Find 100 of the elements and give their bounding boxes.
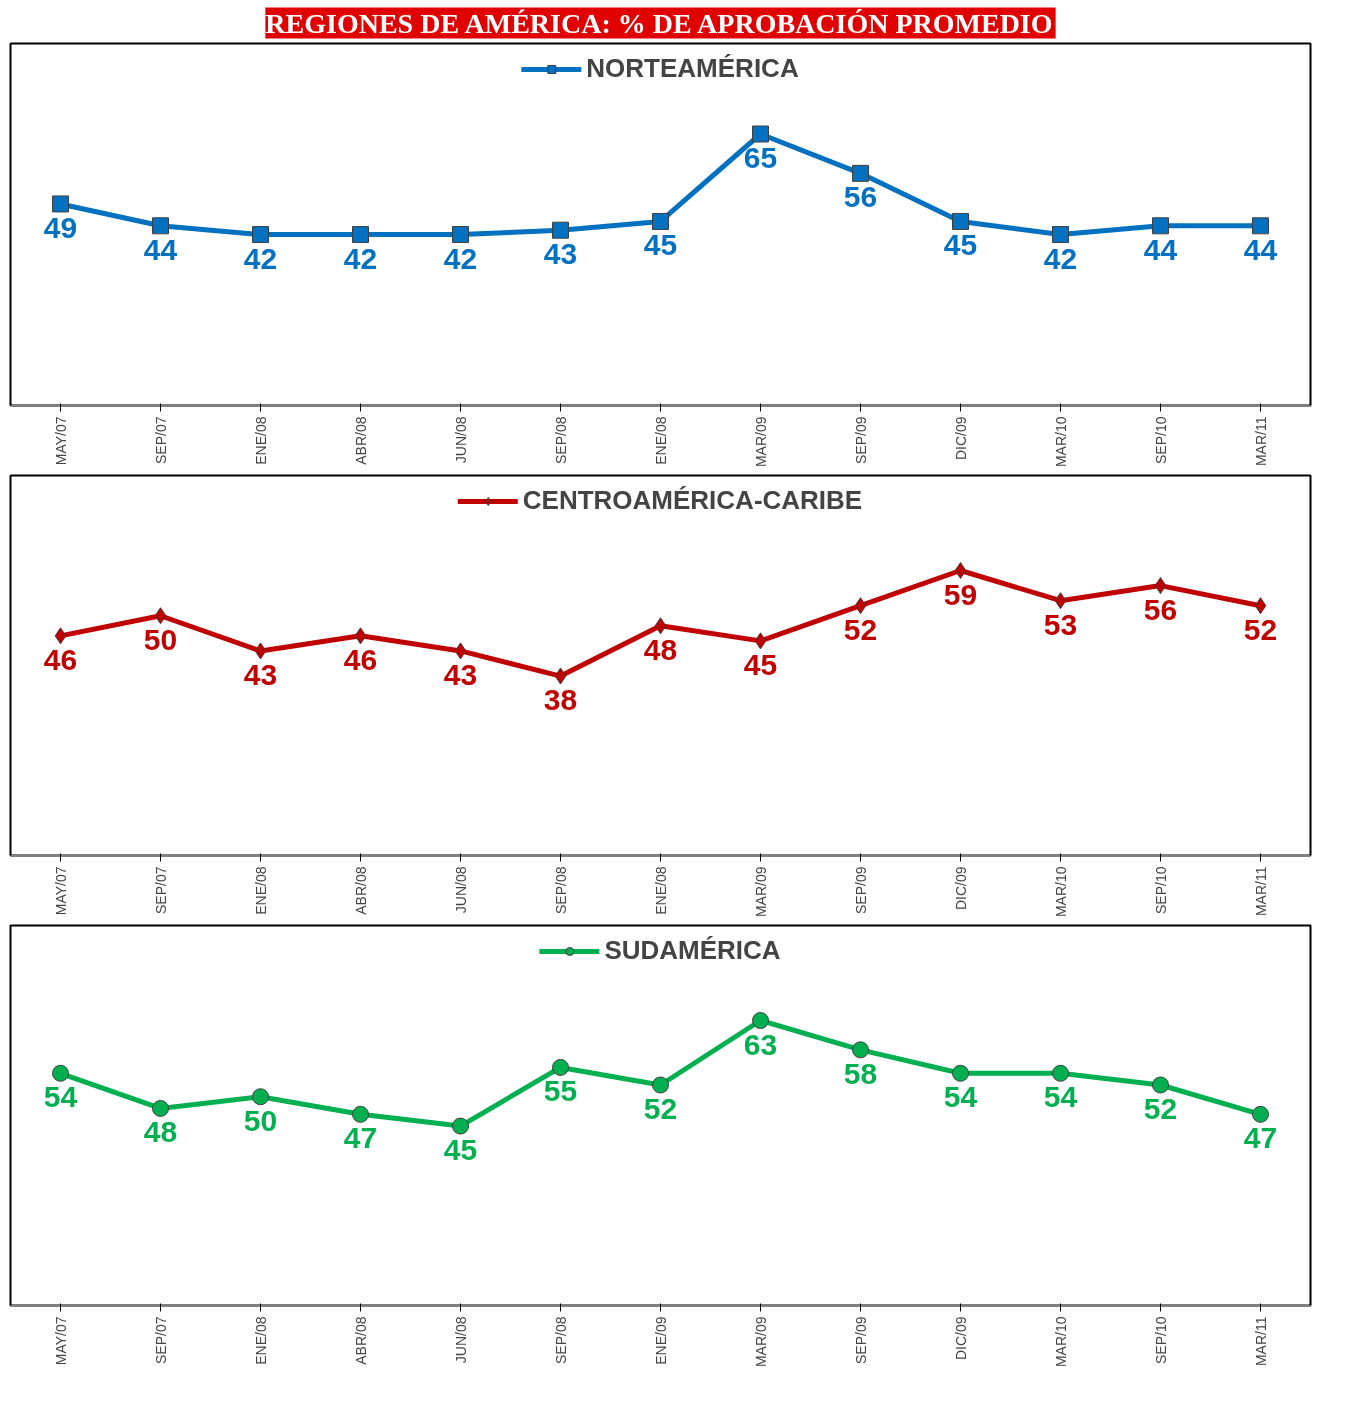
- x-tick-label: ENE/09: [652, 1316, 669, 1365]
- x-tick-label: DIC/09: [952, 866, 969, 911]
- data-label: 54: [43, 1080, 78, 1114]
- point: [1054, 592, 1067, 610]
- x-tick-label: MAR/10: [1052, 866, 1069, 918]
- point: [354, 627, 367, 645]
- point: [352, 1105, 369, 1123]
- data-label: 58: [843, 1056, 878, 1090]
- data-label: 43: [243, 657, 278, 691]
- x-tick-label: SEP/10: [1152, 416, 1169, 464]
- data-label: 44: [1243, 232, 1278, 266]
- x-tick-label: ENE/08: [652, 866, 669, 915]
- legend-label: NORTEAMÉRICA: [586, 53, 799, 84]
- data-label: 63: [743, 1027, 778, 1061]
- x-tick-label: SEP/10: [1152, 1316, 1169, 1364]
- data-label: 48: [643, 632, 678, 666]
- data-label: 42: [343, 241, 378, 275]
- point: [554, 667, 567, 685]
- data-label: 44: [1143, 232, 1178, 266]
- x-tick-label: MAY/07: [52, 416, 69, 466]
- data-label: 50: [243, 1103, 278, 1137]
- x-tick-label: JUN/08: [452, 1316, 469, 1364]
- x-tick-label: ENE/08: [652, 416, 669, 465]
- point: [152, 217, 169, 235]
- data-label: 54: [943, 1080, 978, 1114]
- data-label: 43: [543, 237, 578, 271]
- point: [352, 226, 369, 244]
- data-label: 47: [343, 1121, 378, 1155]
- data-label: 52: [843, 612, 878, 646]
- point: [452, 226, 469, 244]
- x-tick-label: MAR/11: [1252, 416, 1269, 467]
- point: [54, 627, 67, 645]
- point: [952, 212, 969, 230]
- x-tick-label: SEP/07: [152, 416, 169, 464]
- x-tick-label: SEP/09: [852, 416, 869, 464]
- data-label: 46: [343, 642, 378, 676]
- point: [1154, 577, 1167, 595]
- data-label: 38: [543, 683, 578, 717]
- data-label: 48: [143, 1115, 178, 1149]
- data-label: 65: [743, 141, 778, 174]
- point: [952, 1064, 969, 1082]
- data-label: 42: [443, 241, 478, 275]
- x-tick-label: ENE/08: [252, 1316, 269, 1365]
- data-label: 44: [143, 232, 178, 266]
- point: [452, 1117, 469, 1135]
- data-label: 54: [1043, 1080, 1078, 1114]
- x-tick-label: SEP/08: [552, 866, 569, 914]
- x-tick-label: MAR/11: [1252, 1316, 1269, 1367]
- x-tick-label: SEP/08: [552, 416, 569, 464]
- point: [1252, 217, 1269, 235]
- chart-title: REGIONES DE AMÉRICA: % DE APROBACIÓN PROMEDIO: [265, 7, 1053, 39]
- point: [652, 212, 669, 230]
- point: [152, 1099, 169, 1117]
- data-label: 52: [1143, 1092, 1178, 1126]
- x-tick-label: MAR/09: [752, 866, 769, 918]
- data-label: 45: [743, 647, 778, 681]
- x-tick-label: JUN/08: [452, 866, 469, 914]
- x-tick-label: MAR/09: [752, 1316, 769, 1368]
- point: [1152, 1076, 1169, 1094]
- point: [1152, 217, 1169, 235]
- x-tick-label: SEP/08: [552, 1316, 569, 1364]
- x-tick-label: MAR/10: [1052, 416, 1069, 468]
- data-label: 52: [1243, 612, 1278, 646]
- x-tick-label: DIC/09: [952, 1316, 969, 1361]
- point: [252, 1088, 269, 1106]
- legend-label: CENTROAMÉRICA-CARIBE: [522, 485, 863, 516]
- point: [552, 221, 569, 239]
- x-tick-label: MAY/07: [52, 866, 69, 916]
- x-tick-label: SEP/09: [852, 866, 869, 914]
- point: [154, 607, 167, 625]
- x-tick-label: MAR/11: [1252, 866, 1269, 917]
- data-label: 55: [543, 1074, 578, 1108]
- legend-label: SUDAMÉRICA: [604, 935, 781, 966]
- point: [654, 617, 667, 635]
- data-label: 52: [643, 1092, 678, 1126]
- data-label: 45: [943, 228, 978, 262]
- point: [254, 642, 267, 660]
- x-tick-label: SEP/09: [852, 1316, 869, 1364]
- x-tick-label: SEP/07: [152, 866, 169, 914]
- point: [852, 164, 869, 182]
- x-tick-label: JUN/08: [452, 416, 469, 464]
- data-label: 47: [1243, 1121, 1278, 1155]
- point: [552, 1058, 569, 1076]
- x-tick-label: ABR/08: [352, 1316, 369, 1365]
- x-tick-label: ENE/08: [252, 866, 269, 915]
- data-label: 49: [43, 210, 78, 244]
- x-tick-label: ENE/08: [252, 416, 269, 465]
- data-label: 45: [443, 1133, 478, 1167]
- point: [52, 1064, 69, 1082]
- point: [252, 226, 269, 244]
- point: [454, 642, 467, 660]
- x-tick-label: DIC/09: [952, 416, 969, 461]
- data-label: 42: [243, 241, 278, 275]
- point: [854, 597, 867, 615]
- point: [754, 632, 767, 650]
- data-label: 43: [443, 657, 478, 691]
- data-label: 50: [143, 622, 178, 656]
- data-label: 46: [43, 642, 78, 676]
- x-tick-label: ABR/08: [352, 416, 369, 465]
- data-label: 45: [643, 228, 678, 262]
